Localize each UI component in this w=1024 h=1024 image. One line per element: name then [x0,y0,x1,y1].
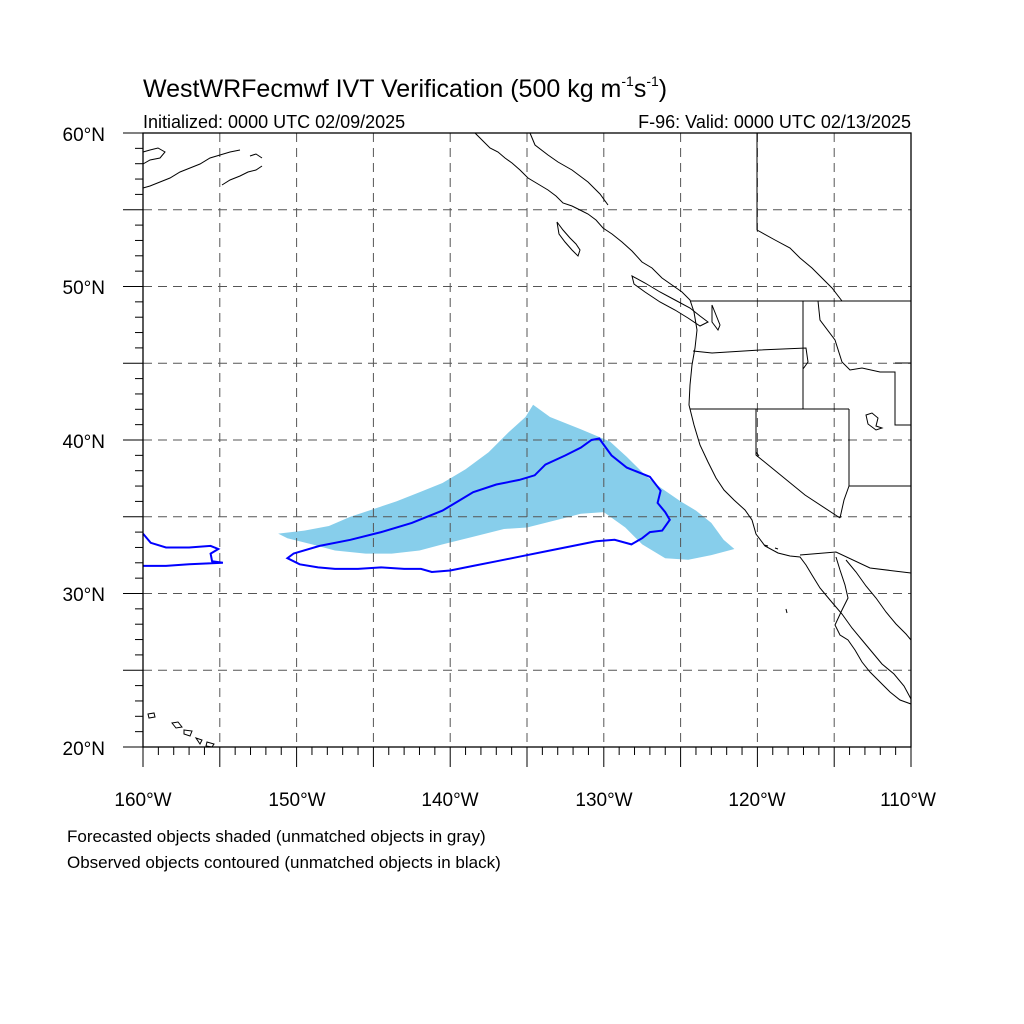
idaho-border [802,300,911,426]
california-nevada-border [755,409,841,519]
coastline-vancouver-island [631,275,709,327]
coastline-puget-sound [711,304,721,332]
lon-label-160w: 160°W [114,790,171,811]
coastlines [142,132,912,748]
lon-label-110w: 110°W [880,790,936,811]
lat-label-50: 50°N [63,278,105,299]
lon-label-120w: 120°W [728,790,785,811]
latitude-labels: 60°N 50°N 40°N 30°N 20°N [63,125,105,760]
coastline-gulf-of-california [845,559,912,641]
lat-label-30: 30°N [63,585,105,606]
canada-province-borders [756,133,843,302]
arizona-border [839,485,850,519]
channel-islands [763,544,788,614]
axis-ticks [123,132,912,767]
observed-object-contour [285,437,671,574]
forecast-note: Forecasted objects shaded (unmatched obj… [67,827,486,846]
coastline-alaska-islands [221,153,263,186]
great-salt-lake [865,412,884,431]
alaska-canada-border [529,132,609,206]
coastline-alaska [142,147,241,189]
longitude-labels: 160°W 150°W 140°W 130°W 120°W 110°W [114,790,936,811]
coastline-baja-california [834,556,912,705]
graticule [143,133,911,747]
lat-label-40: 40°N [63,432,105,453]
coastline-north-america [474,132,912,700]
political-borders [529,132,912,574]
observed-note: Observed objects contoured (unmatched ob… [67,853,501,872]
us-mexico-border [799,551,912,574]
lon-label-130w: 130°W [575,790,632,811]
observed-object-contour [142,532,224,567]
lat-label-20: 20°N [63,739,105,760]
map-plot-area [123,132,912,767]
coastline-haida-gwaii [556,221,581,257]
lat-label-60: 60°N [63,125,105,146]
lon-label-150w: 150°W [268,790,325,811]
init-time-label: Initialized: 0000 UTC 02/09/2025 [143,112,405,132]
map-title: WestWRFecmwf IVT Verification (500 kg m-… [143,73,667,103]
valid-time-label: F-96: Valid: 0000 UTC 02/13/2025 [638,112,911,132]
lon-label-140w: 140°W [421,790,478,811]
hawaiian-islands [147,712,215,748]
observed-objects [142,437,671,574]
